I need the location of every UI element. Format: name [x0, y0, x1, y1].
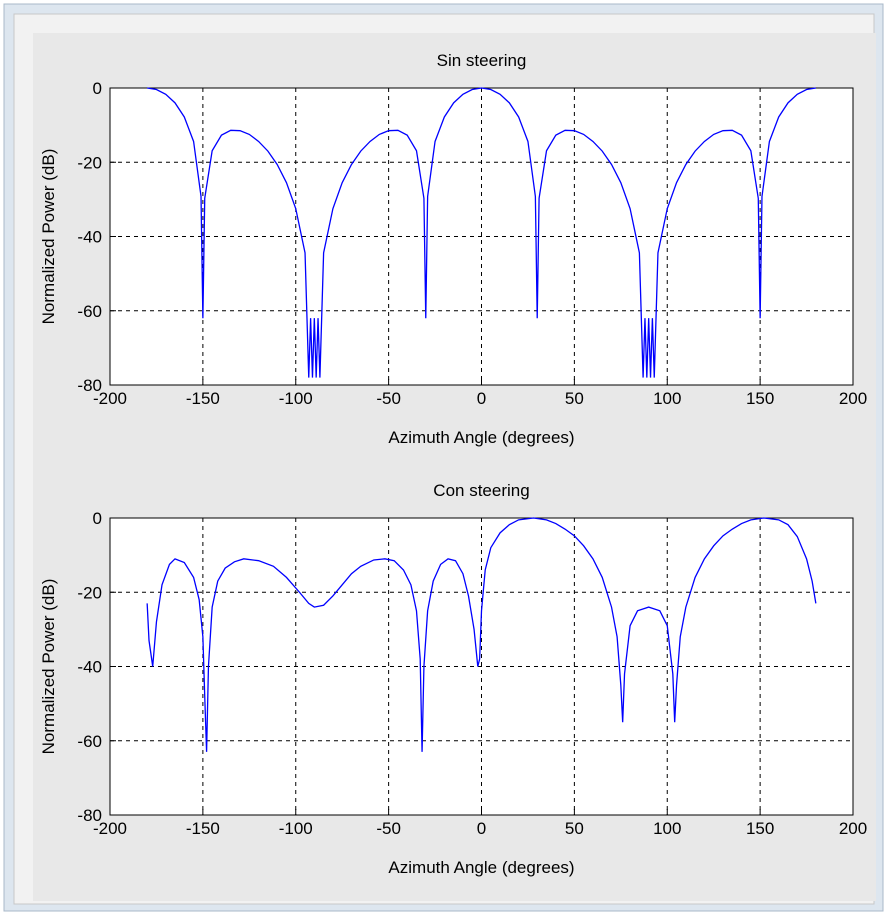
x-tick-label: 200: [839, 389, 867, 408]
x-axis-label: Azimuth Angle (degrees): [388, 858, 574, 877]
x-tick-label: -50: [376, 389, 401, 408]
chart-title: Sin steering: [437, 51, 527, 70]
x-tick-label: -150: [186, 389, 220, 408]
axes: -200 -150 -100 -50 0 50 100 150 200-80-60-40-200…: [39, 51, 867, 447]
x-tick-label: 50: [565, 819, 584, 838]
axes-box: [109, 517, 854, 816]
series-line: [146, 517, 817, 752]
x-tick-label: 0: [477, 389, 486, 408]
y-tick-label: 0: [93, 79, 102, 98]
x-tick-label: -100: [279, 819, 313, 838]
x-tick-label: -50: [376, 819, 401, 838]
x-tick-label: -200: [93, 819, 127, 838]
y-axis-label: Normalized Power (dB): [39, 149, 58, 325]
y-tick-label: -60: [77, 732, 102, 751]
y-tick-label: -40: [77, 658, 102, 677]
x-tick-label: 150: [746, 819, 774, 838]
series-line: [147, 87, 816, 378]
y-tick-label: -20: [77, 583, 102, 602]
y-axis-label: Normalized Power (dB): [39, 579, 58, 755]
y-tick-label: 0: [93, 509, 102, 528]
axes: -200 -150 -100 -50 0 50 100 150 200-80-60-40-200…: [39, 481, 867, 877]
x-tick-label: 150: [746, 389, 774, 408]
x-tick-label: 100: [653, 819, 681, 838]
x-tick-label: 200: [839, 819, 867, 838]
y-tick-label: -20: [77, 153, 102, 172]
x-axis-label: Azimuth Angle (degrees): [388, 428, 574, 447]
y-tick-label: -40: [77, 228, 102, 247]
x-tick-label: 100: [653, 389, 681, 408]
x-tick-label: -100: [279, 389, 313, 408]
x-tick-label: 50: [565, 389, 584, 408]
x-tick-label: -200: [93, 389, 127, 408]
y-tick-label: -80: [77, 806, 102, 825]
x-tick-label: 0: [477, 819, 486, 838]
y-tick-label: -80: [77, 376, 102, 395]
chart-title: Con steering: [433, 481, 529, 500]
y-tick-label: -60: [77, 302, 102, 321]
x-tick-label: -150: [186, 819, 220, 838]
